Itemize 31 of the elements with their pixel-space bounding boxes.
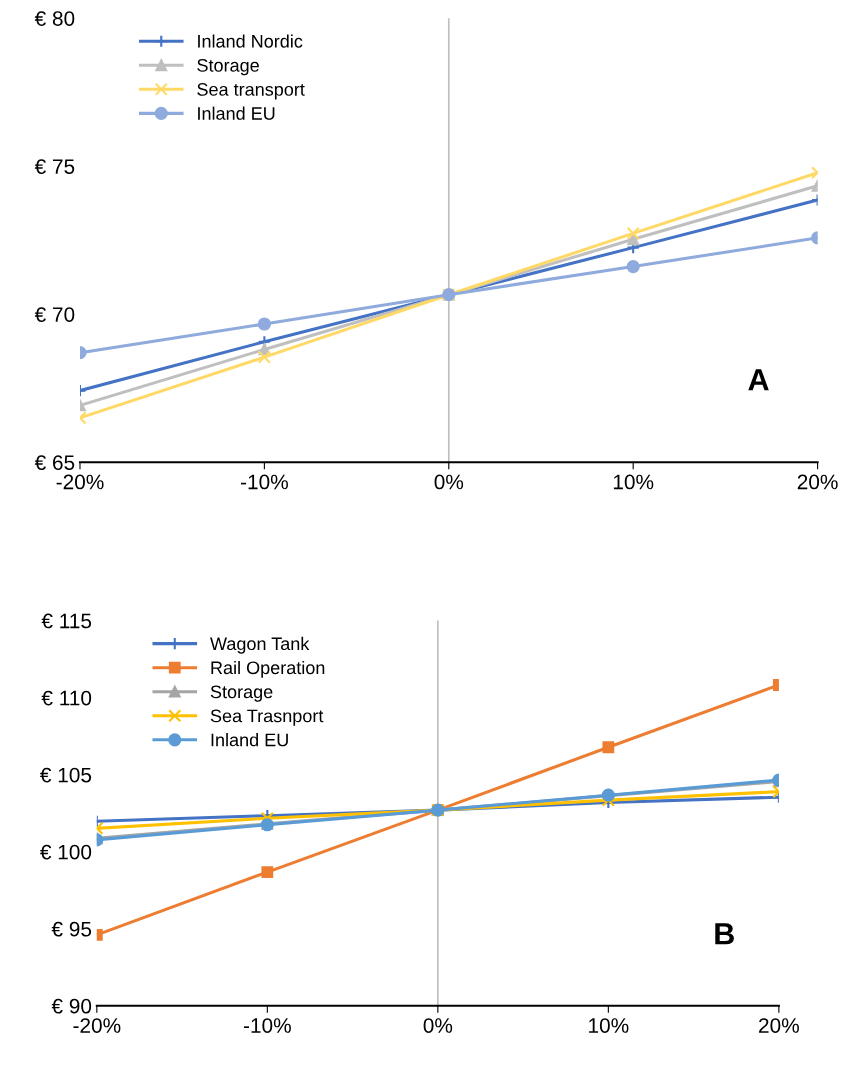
x-tick-label: 10% [589,1018,629,1033]
x-tick-label: -20% [56,474,104,490]
x-tick-label: -10% [243,1018,291,1033]
y-tick-label: € 105 [40,767,92,783]
legend-label: Storage [210,685,273,702]
legend-label: Sea transport [197,83,305,100]
legend-label: Sea Trasnport [210,709,324,726]
x-tick-label: -10% [241,474,288,490]
y-tick-label: € 80 [34,11,75,26]
annotation: A [748,369,769,391]
x-tick-label: -20% [73,1018,121,1033]
y-tick-label: € 115 [41,613,92,629]
x-tick-label: 20% [797,474,838,490]
y-tick-label: € 90 [51,998,92,1014]
y-tick-label: € 95 [51,921,92,937]
x-tick-label: 10% [613,474,654,490]
legend-label: Storage [197,58,259,76]
legend-label: Inland EU [198,106,275,120]
legend-label: Inland EU [211,733,288,747]
legend-label: Inland Nordic [198,34,303,48]
y-tick-label: € 100 [40,844,92,860]
y-tick-label: € 70 [34,307,75,322]
y-tick-label: € 65 [34,455,75,470]
legend-label: Wagon Tank [210,636,310,654]
y-tick-label: € 110 [41,690,92,706]
legend-label: Rail Operation [211,660,325,678]
annotation: B [715,923,734,945]
x-tick-label: 0% [423,1018,453,1033]
x-tick-label: 0% [434,474,464,490]
y-tick-label: € 75 [34,159,75,174]
x-tick-label: 20% [759,1018,799,1033]
